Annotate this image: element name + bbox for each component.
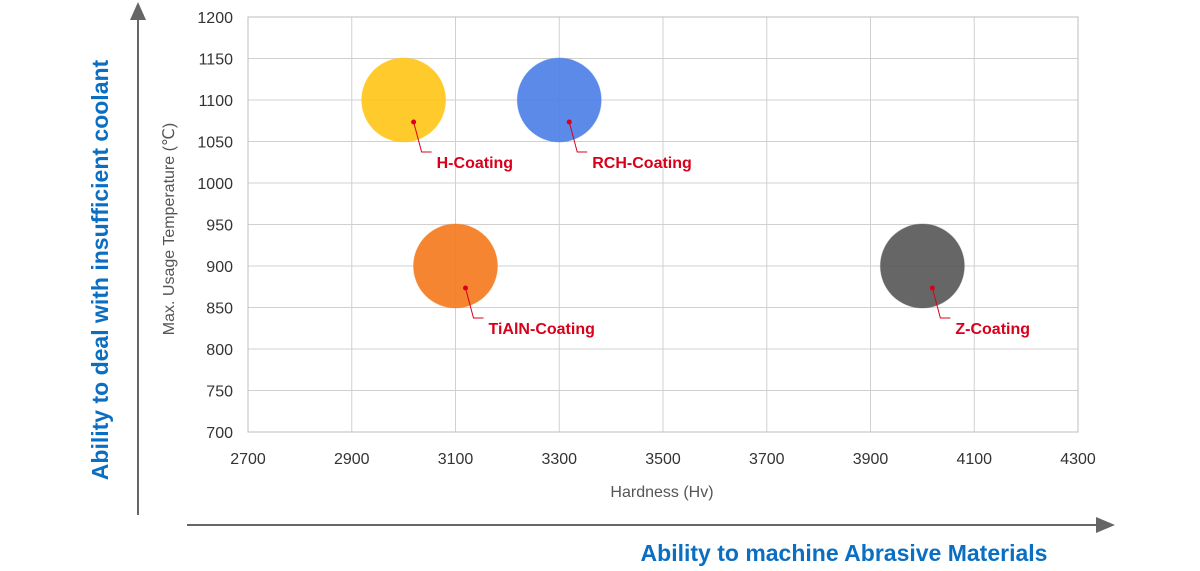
horizontal-annotation: Ability to machine Abrasive Materials	[641, 540, 1048, 566]
leader-line-2	[465, 287, 484, 319]
x-tick-label-5: 3700	[749, 451, 785, 468]
y-axis-title: Max. Usage Temperature (℃)	[161, 123, 178, 335]
point-label-1: RCH-Coating	[592, 155, 692, 172]
x-tick-label-4: 3500	[645, 451, 681, 468]
y-tick-label-3: 850	[206, 301, 233, 318]
horizontal-arrow-head	[1096, 517, 1115, 533]
y-tick-label-8: 1100	[199, 93, 234, 110]
data-point-group-0: H-Coating	[361, 57, 513, 172]
data-point-group-1: RCH-Coating	[516, 57, 692, 172]
tick-labels: 700 750 800 850 900 950 1000 1050 1100 1150 1200 27…	[197, 10, 1095, 468]
data-point-group-3: Z-Coating	[879, 223, 1030, 338]
bubble-h-coating	[361, 57, 447, 143]
point-label-2: TiAlN-Coating	[489, 321, 595, 338]
y-tick-label-2: 800	[206, 342, 233, 359]
y-tick-label-10: 1200	[197, 10, 233, 27]
data-points: H-Coating RCH-Coating TiAlN-Coating Z-Coati…	[361, 57, 1030, 338]
y-tick-label-4: 900	[206, 259, 233, 276]
y-tick-label-1: 750	[206, 384, 233, 401]
x-axis-title: Hardness (Hv)	[610, 484, 713, 501]
plot-border	[247, 16, 1079, 433]
bubble-tialn-coating	[413, 223, 498, 309]
bubble-z-coating	[879, 223, 965, 309]
leader-line-1	[568, 121, 588, 153]
point-label-3: Z-Coating	[955, 321, 1030, 338]
x-tick-label-0: 2700	[230, 451, 266, 468]
leader-line-0	[413, 121, 432, 153]
vertical-annotation: Ability to deal with insufficient coolan…	[87, 59, 113, 480]
x-tick-label-2: 3100	[438, 451, 474, 468]
point-label-0: H-Coating	[437, 155, 513, 172]
plot-frame	[247, 16, 1079, 433]
y-tick-label-7: 1050	[197, 135, 233, 152]
x-tick-label-1: 2900	[334, 451, 370, 468]
point-marker-3	[929, 285, 935, 291]
point-marker-1	[566, 119, 572, 125]
y-tick-label-6: 1000	[197, 176, 233, 193]
x-tick-label-7: 4100	[956, 451, 992, 468]
y-tick-label-5: 950	[206, 218, 233, 235]
bubble-rch-coating	[516, 57, 602, 143]
x-tick-label-3: 3300	[541, 451, 577, 468]
y-tick-label-9: 1150	[199, 52, 234, 69]
x-tick-label-6: 3900	[853, 451, 889, 468]
point-marker-2	[463, 285, 468, 291]
y-tick-label-0: 700	[206, 425, 233, 442]
x-tick-label-8: 4300	[1060, 451, 1096, 468]
vertical-arrow-head	[130, 2, 146, 20]
leader-line-3	[931, 287, 951, 319]
data-point-group-2: TiAlN-Coating	[413, 223, 595, 338]
point-marker-0	[411, 119, 417, 125]
